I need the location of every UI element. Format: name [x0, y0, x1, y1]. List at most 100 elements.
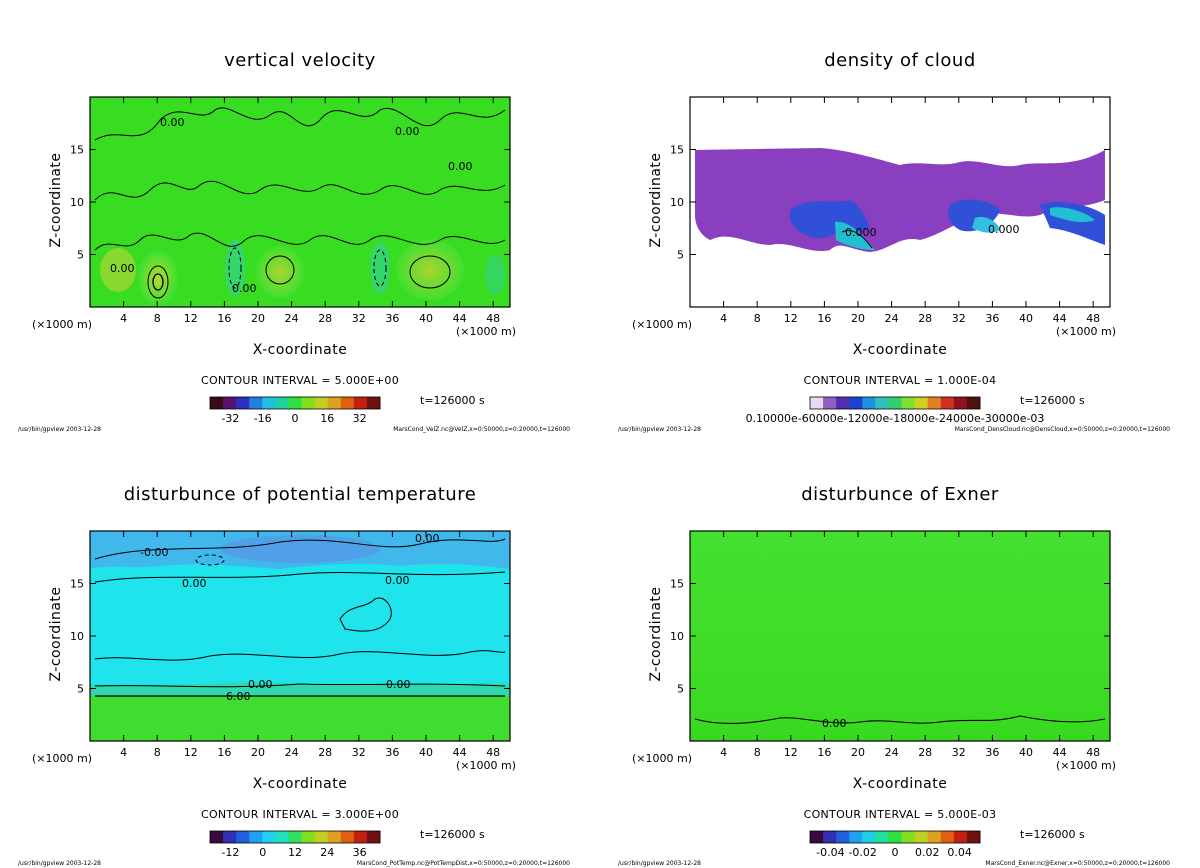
x-tick-label: 24 — [285, 746, 299, 759]
denscloud-colorbar: 0.10000e-60000e-12000e-18000e-24000e-300… — [746, 396, 1044, 425]
x-tick-label: 20 — [251, 312, 265, 325]
x-tick-label: 44 — [453, 312, 467, 325]
velz-contour-label: 0.00 — [232, 282, 257, 295]
colorbar-tick-label: 0 — [259, 846, 266, 859]
colorbar-swatch — [327, 397, 333, 409]
colorbar-swatch — [810, 831, 815, 843]
x-tick-label: 12 — [784, 746, 798, 759]
colorbar-swatch — [210, 397, 215, 409]
y-tick-label: 15 — [670, 144, 684, 157]
colorbar-swatch — [231, 397, 237, 409]
colorbar-tick-label: -0.02 — [848, 846, 876, 859]
colorbar-swatch — [262, 831, 268, 843]
colorbar-swatch — [305, 831, 311, 843]
colorbar-swatch — [875, 831, 881, 843]
pottemp-contour-label: 0.00 — [386, 678, 411, 691]
colorbar-swatch — [227, 831, 233, 843]
x-tick-label: 40 — [419, 746, 433, 759]
colorbar-swatch — [949, 397, 955, 409]
x-tick-label: 4 — [120, 312, 127, 325]
exner-colorbar: -0.04 -0.02 0 0.02 0.04 — [809, 830, 981, 859]
colorbar-tick-label: 12 — [288, 846, 302, 859]
colorbar-tick-label: 16 — [320, 412, 334, 425]
x-tick-label: 12 — [784, 312, 798, 325]
y-tick-label: 15 — [70, 578, 84, 591]
velz-panel: 0.00 0.00 0.00 0.00 0.00 4 8 12 16 20 24 28 32 3… — [0, 0, 600, 434]
y-tick-label: 15 — [670, 578, 684, 591]
colorbar-swatch — [962, 397, 968, 409]
pottemp-contour-2 — [94, 571, 506, 583]
colorbar-swatch — [266, 397, 272, 409]
velz-colorbar: -32 -16 0 16 32 — [209, 396, 381, 425]
colorbar-swatch — [332, 831, 337, 843]
colorbar-swatch — [345, 397, 350, 409]
colorbar-swatch — [853, 397, 859, 409]
colorbar-swatch — [901, 831, 907, 843]
colorbar-swatch — [971, 397, 977, 409]
pottemp-contour-1 — [94, 538, 506, 560]
colorbar-swatch — [340, 831, 346, 843]
colorbar-swatch — [918, 397, 924, 409]
pottemp-contour-3 — [94, 650, 506, 661]
colorbar-swatch — [336, 397, 342, 409]
colorbar-swatch — [927, 831, 933, 843]
denscloud-title: density of cloud — [824, 50, 976, 71]
colorbar-swatch — [892, 831, 898, 843]
colorbar-swatch — [362, 831, 368, 843]
colorbar-swatch — [827, 831, 833, 843]
pottemp-footer-left: /usr/bin/gpview 2003-12-28 — [18, 860, 101, 867]
velz-contour-4 — [147, 265, 169, 299]
colorbar-swatch — [371, 397, 377, 409]
colorbar-tick-label: 0 — [892, 846, 899, 859]
colorbar-frame — [209, 830, 381, 844]
exner-contour-1 — [694, 715, 1106, 724]
denscloud-contour-interval: CONTOUR INTERVAL = 1.000E-04 — [803, 374, 997, 387]
pottemp-footer-right: MarsCond_PotTemp.nc@PotTempDist,x=0:5000… — [356, 860, 570, 867]
x-tick-label: 4 — [720, 746, 727, 759]
colorbar-swatch — [349, 397, 355, 409]
velz-footer-right: MarsCond_VelZ.nc@VelZ,x=0:50000,z=0:2000… — [393, 426, 570, 433]
y-tick-label: 5 — [77, 683, 84, 696]
colorbar-swatch — [271, 831, 276, 843]
colorbar-swatch — [818, 831, 824, 843]
velz-plot: 0.00 0.00 0.00 0.00 0.00 4 8 12 16 20 24 28 32 3… — [70, 96, 511, 425]
velz-updraft-3 — [256, 246, 304, 298]
colorbar-swatch — [953, 831, 959, 843]
colorbar-swatch — [844, 831, 850, 843]
colorbar-frame — [809, 830, 981, 844]
colorbar-swatch — [879, 397, 885, 409]
pottemp-cold-core — [220, 535, 380, 563]
colorbar-swatch — [862, 831, 868, 843]
colorbar-swatch — [284, 831, 289, 843]
colorbar-swatch — [827, 397, 833, 409]
denscloud-panel: 0.000 0.000 4 8 12 16 20 24 28 32 36 40 44 48 5 10 15… — [600, 0, 1200, 434]
denscloud-contour-1 — [841, 230, 873, 249]
velz-contour-8 — [228, 247, 242, 289]
velz-contour-7 — [265, 255, 295, 285]
colorbar-swatch — [879, 831, 885, 843]
pottemp-yticks: 5 10 15 — [70, 578, 510, 696]
velz-contour-interval: CONTOUR INTERVAL = 5.000E+00 — [200, 374, 400, 387]
colorbar-swatch — [823, 831, 828, 843]
denscloud-contour-label: 0.000 — [845, 226, 877, 239]
colorbar-swatch — [231, 831, 237, 843]
colorbar-swatch — [888, 397, 894, 409]
colorbar-swatch — [366, 397, 372, 409]
colorbar-swatch — [218, 397, 224, 409]
colorbar-frame — [209, 396, 381, 410]
x-tick-label: 24 — [285, 312, 299, 325]
velz-updraft-1 — [138, 250, 178, 306]
colorbar-swatch — [840, 397, 846, 409]
colorbar-swatch — [975, 397, 981, 409]
colorbar-swatch — [905, 397, 911, 409]
colorbar-swatch — [244, 831, 250, 843]
colorbar-tick-label: -32 — [221, 412, 239, 425]
colorbar-swatch — [310, 831, 316, 843]
colorbar-swatch — [818, 397, 824, 409]
colorbar-swatch — [892, 397, 898, 409]
exner-xlabel: X-coordinate — [852, 776, 948, 792]
colorbar-swatch — [257, 831, 263, 843]
velz-downdraft-2 — [370, 242, 390, 294]
colorbar-tick-label: -16 — [254, 412, 272, 425]
velz-updraft-4 — [100, 248, 136, 292]
